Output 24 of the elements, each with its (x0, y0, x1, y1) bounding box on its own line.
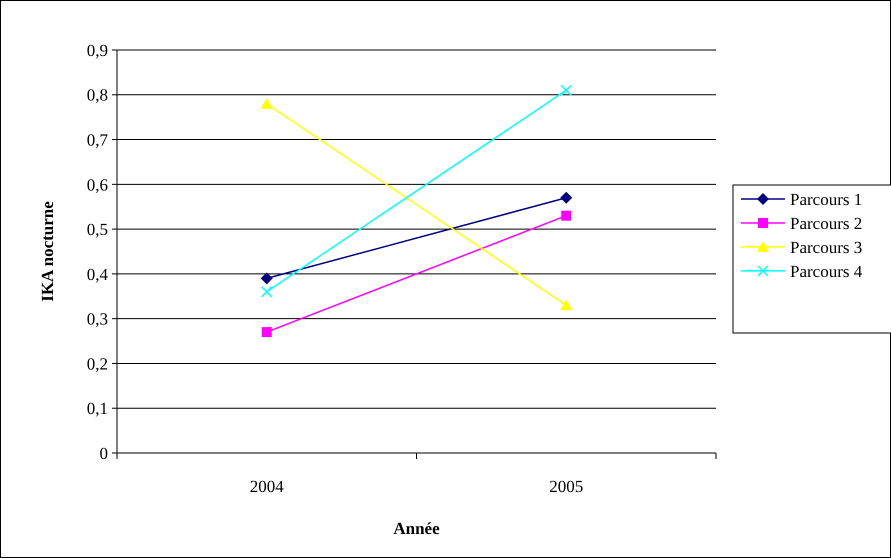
point (561, 210, 572, 221)
point (260, 272, 273, 284)
y-tick-label: 0,6 (86, 175, 108, 194)
y-tick-label: 0,5 (86, 220, 108, 240)
y-axis-title: IKA nocturne (38, 200, 57, 302)
y-tick-label: 0,7 (86, 130, 108, 150)
legend-label: Parcours 3 (790, 238, 862, 257)
legend-label: Parcours 2 (790, 214, 862, 233)
y-tick-label: 0,3 (86, 310, 108, 329)
x-tick-label: 2004 (250, 477, 284, 496)
y-tick-label: 0,9 (86, 40, 108, 60)
y-tick-label: 0,1 (86, 399, 108, 418)
legend-label: Parcours 1 (790, 190, 862, 209)
y-tick-label: 0 (100, 444, 108, 463)
legend-label: Parcours 4 (790, 262, 863, 281)
point (261, 286, 272, 298)
x-tick-label: 2005 (549, 477, 584, 496)
y-tick-label: 0,2 (86, 354, 108, 374)
y-tick-label: 0,8 (86, 86, 108, 105)
y-tick-label: 0,4 (86, 264, 108, 284)
point (560, 84, 572, 96)
point (262, 327, 272, 338)
point (560, 192, 572, 204)
x-axis-title: Année (393, 519, 440, 538)
